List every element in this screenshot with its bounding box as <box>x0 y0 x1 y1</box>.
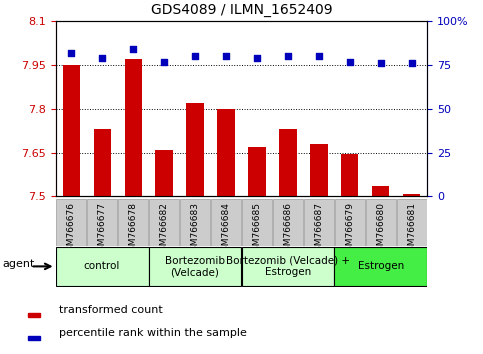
Text: Bortezomib (Velcade) +
Estrogen: Bortezomib (Velcade) + Estrogen <box>226 256 350 277</box>
Bar <box>62 65 80 196</box>
Bar <box>334 247 427 286</box>
Text: GSM766681: GSM766681 <box>408 202 416 257</box>
Bar <box>366 199 396 246</box>
Text: GSM766676: GSM766676 <box>67 202 75 257</box>
Bar <box>372 186 389 196</box>
Text: GSM766678: GSM766678 <box>128 202 138 257</box>
Text: GSM766682: GSM766682 <box>159 202 169 257</box>
Text: agent: agent <box>3 259 35 269</box>
Text: percentile rank within the sample: percentile rank within the sample <box>59 328 247 338</box>
Bar <box>180 199 210 246</box>
Point <box>315 53 323 59</box>
Bar <box>125 59 142 196</box>
Bar <box>248 147 266 196</box>
Text: GSM766687: GSM766687 <box>314 202 324 257</box>
Bar <box>149 199 179 246</box>
Title: GDS4089 / ILMN_1652409: GDS4089 / ILMN_1652409 <box>151 4 332 17</box>
Bar <box>28 336 40 340</box>
Bar <box>242 247 334 286</box>
Bar <box>118 199 148 246</box>
Point <box>98 55 106 61</box>
Bar <box>403 194 421 196</box>
Text: GSM766684: GSM766684 <box>222 202 230 257</box>
Point <box>408 61 416 66</box>
Text: transformed count: transformed count <box>59 305 163 315</box>
Text: GSM766680: GSM766680 <box>376 202 385 257</box>
Bar <box>335 199 365 246</box>
Bar <box>211 199 241 246</box>
Point <box>346 59 354 64</box>
Bar <box>94 129 111 196</box>
Bar <box>149 247 242 286</box>
Bar <box>56 247 149 286</box>
Text: Bortezomib
(Velcade): Bortezomib (Velcade) <box>165 256 225 277</box>
Point <box>67 50 75 56</box>
Text: GSM766679: GSM766679 <box>345 202 355 257</box>
Point <box>253 55 261 61</box>
Bar <box>217 109 235 196</box>
Bar <box>186 103 203 196</box>
Bar <box>280 129 297 196</box>
Point <box>222 53 230 59</box>
Text: Estrogen: Estrogen <box>358 261 404 272</box>
Text: GSM766677: GSM766677 <box>98 202 107 257</box>
Bar <box>273 199 303 246</box>
Point <box>129 46 137 52</box>
Point <box>191 53 199 59</box>
Text: control: control <box>84 261 120 272</box>
Point <box>284 53 292 59</box>
Bar <box>242 199 272 246</box>
Bar <box>156 150 172 196</box>
Bar <box>87 199 117 246</box>
Text: GSM766686: GSM766686 <box>284 202 293 257</box>
Text: GSM766683: GSM766683 <box>190 202 199 257</box>
Bar <box>397 199 427 246</box>
Bar <box>311 144 327 196</box>
Point <box>160 59 168 64</box>
Bar <box>341 154 358 196</box>
Text: GSM766685: GSM766685 <box>253 202 261 257</box>
Bar <box>304 199 334 246</box>
Bar <box>28 313 40 317</box>
Bar <box>56 199 86 246</box>
Point <box>377 61 385 66</box>
